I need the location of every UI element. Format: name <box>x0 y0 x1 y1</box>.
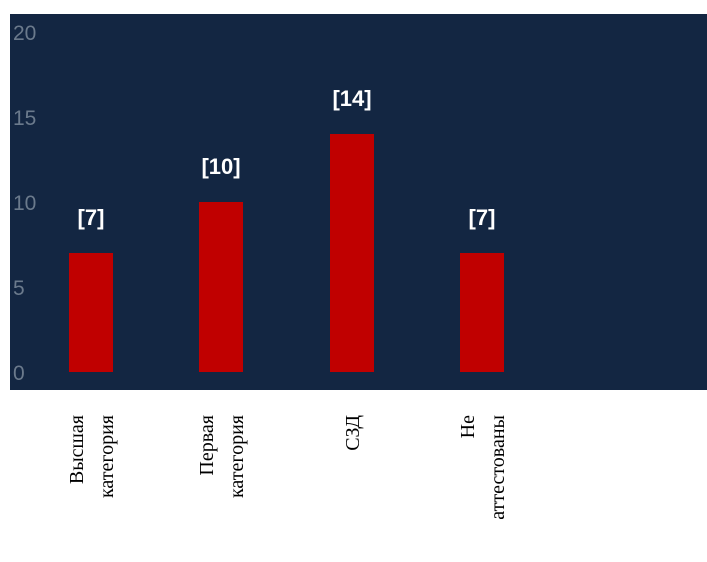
y-tick-label: 15 <box>13 107 36 130</box>
y-tick-label: 20 <box>13 22 36 45</box>
x-tick-label: СЗД <box>342 415 364 451</box>
bar <box>199 202 243 372</box>
data-label: [10] <box>201 154 240 179</box>
x-tick-label: Высшая <box>66 415 88 484</box>
x-tick-label: Не <box>457 415 479 438</box>
x-tick-label: категория <box>96 415 118 498</box>
y-tick-label: 5 <box>13 277 25 300</box>
bar <box>69 253 113 372</box>
x-tick-label: Первая <box>196 415 218 476</box>
y-tick-label: 10 <box>13 192 36 215</box>
bar <box>460 253 504 372</box>
data-label: [7] <box>469 205 496 230</box>
data-label: [14] <box>332 86 371 111</box>
x-tick-label: аттестованы <box>487 415 509 520</box>
data-label: [7] <box>78 205 105 230</box>
x-tick-label: категория <box>226 415 248 498</box>
bar <box>330 134 374 372</box>
y-tick-label: 0 <box>13 362 25 385</box>
